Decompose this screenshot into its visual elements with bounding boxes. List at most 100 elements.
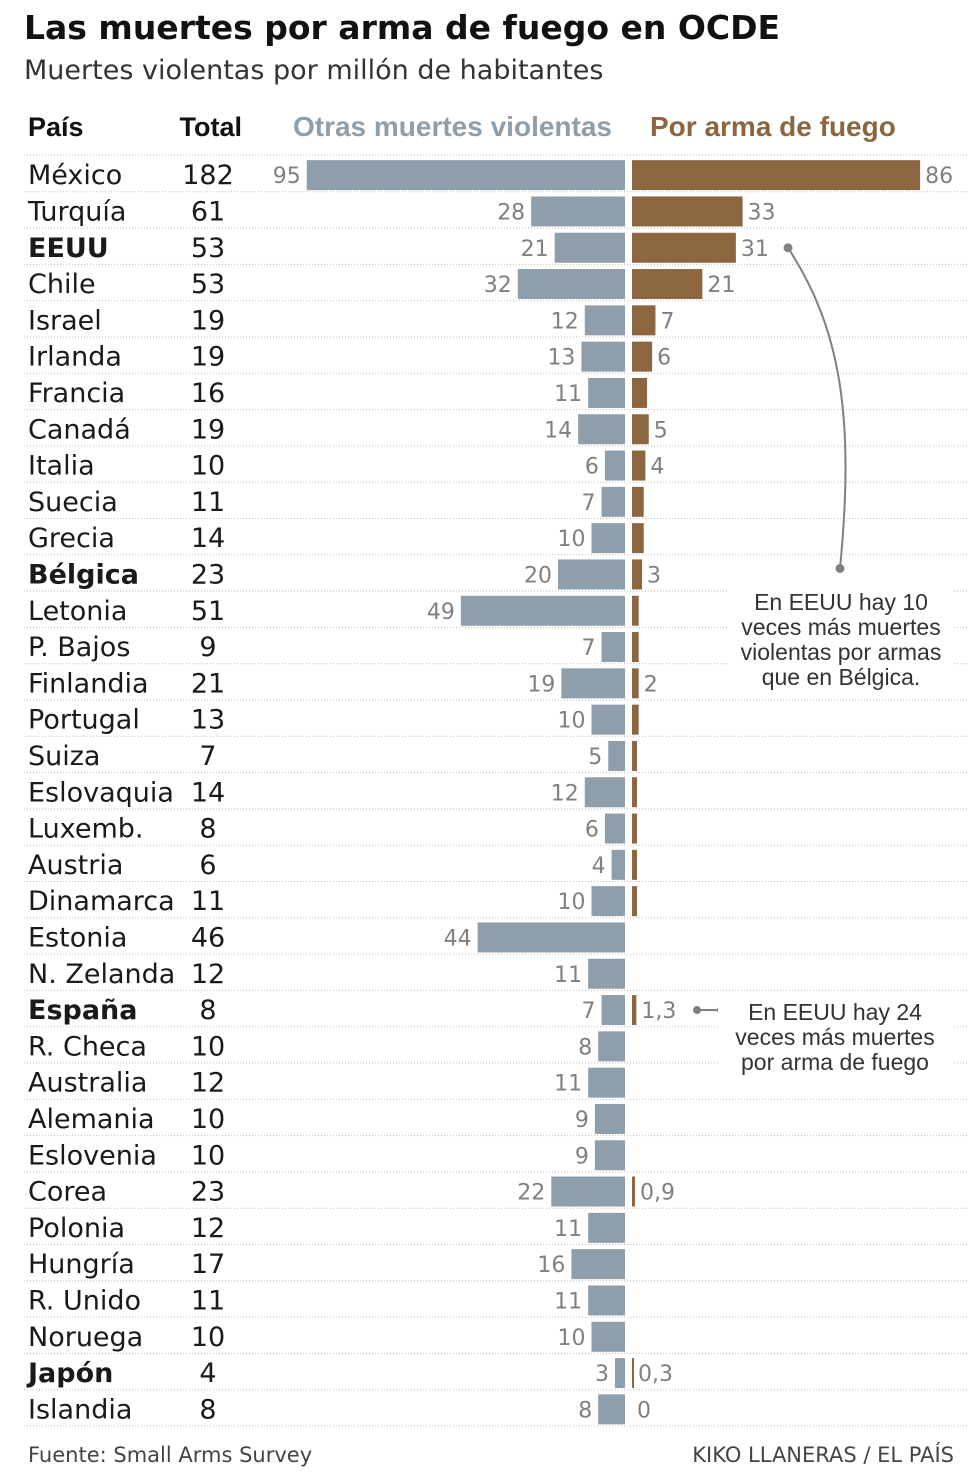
- total-value: 46: [191, 922, 225, 953]
- annotation-line: En EEUU hay 24: [748, 999, 922, 1025]
- country-label: Corea: [28, 1177, 107, 1208]
- value-label-other: 10: [558, 1326, 586, 1351]
- value-label-other: 44: [444, 926, 472, 951]
- value-label-other: 12: [551, 309, 579, 334]
- value-label-other: 4: [592, 854, 606, 879]
- bar-firearm: [632, 377, 648, 408]
- value-label-other: 7: [582, 491, 596, 516]
- annotation-line: En EEUU hay 10: [754, 589, 928, 615]
- bar-other: [558, 559, 625, 590]
- bar-firearm: [632, 341, 653, 372]
- total-value: 8: [199, 814, 216, 845]
- value-label-other: 95: [273, 164, 301, 189]
- country-label: Chile: [28, 269, 96, 300]
- country-label: Francia: [28, 378, 125, 409]
- value-label-other: 3: [595, 1362, 609, 1387]
- bar-other: [591, 704, 625, 735]
- total-value: 14: [191, 523, 225, 554]
- country-label: R. Unido: [28, 1285, 141, 1316]
- total-value: 11: [191, 886, 225, 917]
- country-label: Japón: [26, 1358, 113, 1389]
- bar-other: [584, 305, 625, 336]
- total-value: 12: [191, 1068, 225, 1099]
- bar-firearm: [632, 450, 646, 481]
- total-value: 51: [191, 596, 225, 627]
- bar-other: [604, 450, 625, 481]
- value-label-other: 11: [554, 1217, 582, 1242]
- bar-other: [591, 523, 625, 554]
- bar-other: [591, 1321, 625, 1352]
- country-label: Eslovaquia: [28, 777, 174, 808]
- country-label: Italia: [28, 451, 95, 482]
- value-label-firearm: 0,3: [638, 1362, 673, 1387]
- annotation-line: veces más muertes: [741, 614, 941, 640]
- value-label-other: 13: [547, 346, 575, 371]
- bar-firearm: [632, 1176, 636, 1207]
- total-value: 182: [182, 160, 234, 191]
- country-label: Noruega: [28, 1322, 143, 1353]
- total-value: 17: [191, 1249, 225, 1280]
- country-label: Estonia: [28, 922, 127, 953]
- value-label-other: 49: [427, 600, 455, 625]
- value-label-other: 14: [544, 418, 572, 443]
- value-label-firearm: 3: [647, 563, 661, 588]
- bar-other: [591, 886, 625, 917]
- country-label: Bélgica: [28, 559, 139, 590]
- value-label-firearm: 7: [660, 309, 674, 334]
- bar-firearm: [632, 886, 638, 917]
- country-label: Austria: [28, 850, 123, 881]
- header-other: Otras muertes violentas: [293, 111, 612, 142]
- bar-other: [598, 1394, 625, 1425]
- annotation-line: violentas por armas: [740, 639, 942, 665]
- value-label-other: 28: [497, 200, 525, 225]
- value-label-other: 20: [524, 563, 552, 588]
- value-label-other: 10: [558, 709, 586, 734]
- bar-firearm: [632, 486, 644, 517]
- value-label-other: 16: [537, 1253, 565, 1278]
- country-label: México: [28, 160, 122, 191]
- country-label: Finlandia: [28, 668, 149, 699]
- bar-other: [588, 377, 625, 408]
- bar-firearm: [632, 704, 639, 735]
- bar-other: [588, 1212, 625, 1243]
- bar-other: [588, 1067, 625, 1098]
- total-value: 10: [191, 1031, 225, 1062]
- bar-other: [531, 196, 625, 227]
- header-country: País: [28, 112, 84, 142]
- bar-firearm: [632, 632, 639, 663]
- header-total: Total: [180, 112, 243, 142]
- country-label: Israel: [28, 305, 102, 336]
- total-value: 9: [199, 632, 216, 663]
- bar-other: [598, 1031, 625, 1062]
- total-value: 23: [191, 559, 225, 590]
- bar-firearm: [632, 1358, 634, 1389]
- value-label-firearm: 2: [644, 672, 658, 697]
- value-label-firearm: 21: [707, 273, 735, 298]
- country-label: Australia: [28, 1068, 147, 1099]
- country-label: Portugal: [28, 705, 140, 736]
- bar-other: [581, 341, 625, 372]
- value-label-other: 11: [554, 382, 582, 407]
- total-value: 10: [191, 1140, 225, 1171]
- country-label: R. Checa: [28, 1031, 147, 1062]
- bar-other: [611, 849, 625, 880]
- total-value: 16: [191, 378, 225, 409]
- total-value: 10: [191, 451, 225, 482]
- total-value: 8: [199, 995, 216, 1026]
- country-label: Dinamarca: [28, 886, 175, 917]
- country-label: EEUU: [28, 233, 109, 264]
- country-label: Canadá: [28, 414, 131, 445]
- country-label: Hungría: [28, 1249, 135, 1280]
- bar-other: [561, 668, 625, 699]
- bar-other: [571, 1249, 625, 1280]
- total-value: 21: [191, 668, 225, 699]
- value-label-firearm: 86: [925, 164, 953, 189]
- annotation-dot: [835, 563, 845, 573]
- value-label-firearm: 5: [654, 418, 668, 443]
- total-value: 10: [191, 1322, 225, 1353]
- annotation-eeuu-belgica: En EEUU hay 10 veces más muertes violent…: [728, 588, 954, 692]
- value-label-other: 6: [585, 455, 599, 480]
- bar-firearm: [632, 269, 703, 300]
- bar-other: [554, 232, 625, 263]
- bar-other: [578, 414, 625, 445]
